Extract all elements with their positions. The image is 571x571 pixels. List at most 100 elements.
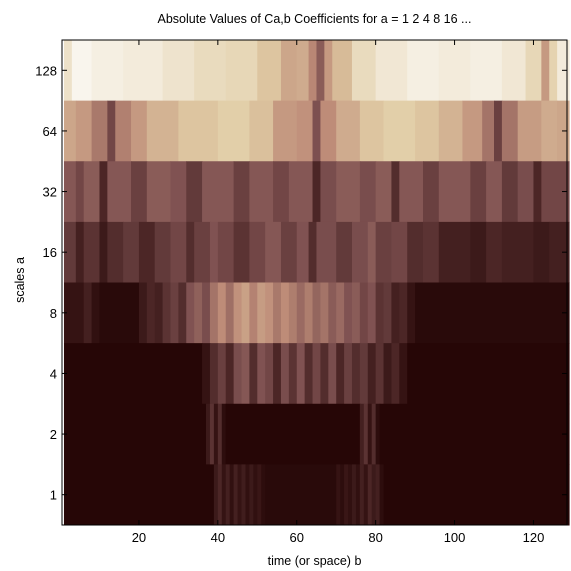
heatmap-cell (99, 161, 108, 223)
heatmap-cell (186, 161, 203, 223)
heatmap-cell (202, 282, 211, 344)
heatmap-cell (265, 464, 337, 526)
heatmap-cell (257, 464, 262, 526)
x-tick-label: 120 (523, 530, 545, 545)
heatmap-cell (178, 282, 187, 344)
heatmap-cell (241, 343, 250, 405)
heatmap-cell (233, 464, 239, 526)
heatmap-cell (533, 161, 542, 223)
heatmap-cell (146, 161, 172, 223)
heatmap-cell (249, 161, 274, 223)
heatmap-cell (363, 403, 369, 465)
heatmap-cells (63, 40, 570, 526)
heatmap-cell (351, 343, 361, 405)
heatmap-cell (296, 221, 310, 284)
heatmap-cell (162, 40, 195, 102)
heatmap-cell (348, 464, 353, 526)
heatmap-cell (375, 40, 408, 102)
heatmap-cell (470, 40, 503, 102)
heatmap-cell (391, 343, 400, 405)
heatmap-cell (63, 403, 207, 465)
heatmap-cell (217, 343, 227, 405)
heatmap-cell (261, 464, 266, 526)
heatmap-cell (383, 343, 393, 405)
heatmap-cell (501, 40, 527, 102)
heatmap-cell (273, 343, 282, 405)
heatmap-cell (359, 464, 365, 526)
heatmap-cell (241, 282, 250, 344)
heatmap-cell (202, 343, 211, 405)
heatmap-cell (249, 464, 254, 526)
x-tick-label: 40 (211, 530, 225, 545)
heatmap-cell (217, 282, 227, 344)
heatmap-cell (225, 343, 235, 405)
heatmap-cell (131, 100, 148, 162)
heatmap-cell (399, 343, 408, 405)
heatmap-cell (107, 161, 132, 223)
heatmap-cell (312, 100, 322, 162)
heatmap-cell (375, 403, 381, 465)
y-axis-label: scales a (13, 257, 27, 303)
heatmap-cell (75, 221, 85, 284)
y-tick-label: 16 (43, 245, 57, 260)
heatmap-cell (407, 343, 570, 405)
heatmap-cell (83, 282, 93, 344)
heatmap-cell (423, 221, 440, 284)
heatmap-cell (265, 343, 274, 405)
heatmap-cell (517, 161, 535, 223)
heatmap-cell (312, 343, 322, 405)
heatmap-cell (217, 221, 235, 284)
heatmap-cell (146, 100, 179, 162)
heatmap-cell (186, 221, 195, 284)
heatmap-cell (225, 282, 235, 344)
heatmap-cell (367, 221, 377, 284)
heatmap-cell (324, 40, 333, 102)
x-tick-label: 100 (444, 530, 466, 545)
heatmap-cell (423, 161, 440, 223)
heatmap-cell (265, 282, 274, 344)
heatmap-cell (415, 100, 440, 162)
heatmap-cell (99, 282, 140, 344)
heatmap-cell (225, 464, 231, 526)
heatmap-cell (415, 282, 570, 344)
heatmap-cell (379, 464, 385, 526)
heatmap-cell (273, 100, 298, 162)
heatmap-cell (367, 343, 377, 405)
heatmap-cell (237, 464, 243, 526)
heatmap-cell (367, 464, 373, 526)
heatmap-cell (486, 161, 503, 223)
heatmap-cell (202, 161, 235, 223)
heatmap-cell (438, 221, 471, 284)
heatmap-cell (296, 343, 306, 405)
heatmap-cell (249, 343, 258, 405)
heatmap-cell (257, 282, 266, 344)
heatmap-cell (336, 464, 341, 526)
heatmap-cell (351, 464, 357, 526)
heatmap-cell (399, 282, 408, 344)
heatmap-cell (209, 282, 219, 344)
heatmap-cell (501, 161, 519, 223)
heatmap-cell (249, 282, 258, 344)
heatmap-cell (316, 221, 337, 284)
heatmap-cell (146, 282, 156, 344)
heatmap-cell (494, 100, 503, 162)
heatmap-cell (438, 40, 471, 102)
heatmap-cell (213, 403, 219, 465)
heatmap-cell (375, 282, 385, 344)
heatmap-cell (154, 282, 164, 344)
heatmap-cell (170, 221, 187, 284)
heatmap-cell (336, 282, 345, 344)
heatmap-cell (351, 40, 377, 102)
heatmap-cell (154, 221, 172, 284)
x-tick-label: 80 (368, 530, 382, 545)
heatmap-cell (63, 221, 77, 284)
heatmap-cell (320, 161, 337, 223)
heatmap-cell (257, 343, 266, 405)
heatmap-cell (194, 40, 227, 102)
heatmap-cell (470, 221, 487, 284)
heatmap-cell (194, 282, 203, 344)
heatmap-cell (217, 100, 250, 162)
x-tick-label: 20 (132, 530, 146, 545)
heatmap-cell (375, 343, 385, 405)
